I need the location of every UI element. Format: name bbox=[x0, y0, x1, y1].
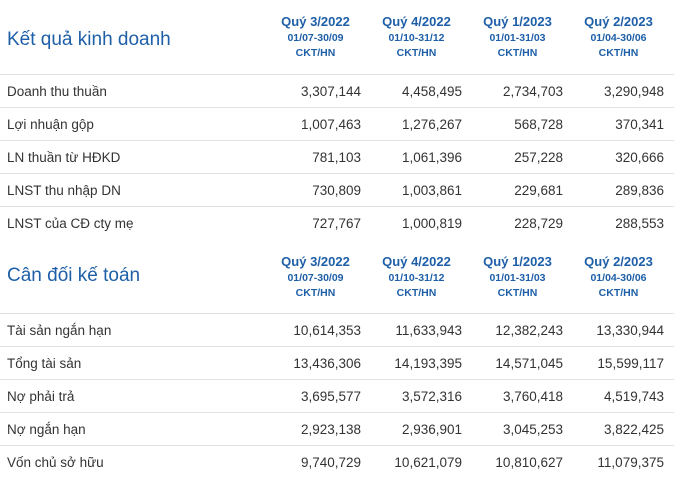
cell-value: 10,810,627 bbox=[495, 454, 563, 470]
cell-value: 3,822,425 bbox=[603, 421, 664, 437]
cell-value: 1,000,819 bbox=[401, 215, 462, 231]
table-row: LNST của CĐ cty mẹ 727,767 1,000,819 228… bbox=[0, 206, 674, 239]
column-dates: 01/04-30/06 bbox=[590, 272, 647, 284]
cell-value: 2,923,138 bbox=[300, 421, 361, 437]
business-results-title: Kết quả kinh doanh bbox=[7, 29, 171, 50]
cell-value: 12,382,243 bbox=[495, 322, 563, 338]
row-label: Lợi nhuận gộp bbox=[7, 116, 94, 132]
cell-value: 14,193,395 bbox=[394, 355, 462, 371]
cell-value: 13,436,306 bbox=[293, 355, 361, 371]
cell-value: 4,458,495 bbox=[401, 83, 462, 99]
business-results-section: Kết quả kinh doanh Quý 3/2022 01/07-30/0… bbox=[0, 0, 674, 239]
cell-value: 2,936,901 bbox=[401, 421, 462, 437]
column-quarter: Quý 3/2022 bbox=[281, 254, 350, 269]
column-quarter: Quý 1/2023 bbox=[483, 14, 552, 29]
column-quarter: Quý 2/2023 bbox=[584, 14, 653, 29]
table-row: Vốn chủ sở hữu 9,740,729 10,621,079 10,8… bbox=[0, 445, 674, 478]
column-dates: 01/01-31/03 bbox=[489, 272, 546, 284]
balance-sheet-section: Cân đối kế toán Quý 3/2022 01/07-30/09 C… bbox=[0, 239, 674, 478]
cell-value: 10,614,353 bbox=[293, 322, 361, 338]
row-label: Tổng tài sản bbox=[7, 355, 82, 371]
cell-value: 568,728 bbox=[514, 116, 563, 132]
cell-value: 3,572,316 bbox=[401, 388, 462, 404]
table-row: Tài sản ngắn hạn 10,614,353 11,633,943 1… bbox=[0, 313, 674, 346]
cell-value: 2,734,703 bbox=[502, 83, 563, 99]
cell-value: 4,519,743 bbox=[603, 388, 664, 404]
table-row: LN thuần từ HĐKD 781,103 1,061,396 257,2… bbox=[0, 140, 674, 173]
cell-value: 11,079,375 bbox=[597, 454, 664, 470]
balance-sheet-title: Cân đối kế toán bbox=[7, 265, 141, 286]
column-exchange: CKT/HN bbox=[396, 47, 437, 59]
cell-value: 1,061,396 bbox=[401, 149, 462, 165]
cell-value: 320,666 bbox=[615, 149, 664, 165]
table-row: LNST thu nhập DN 730,809 1,003,861 229,6… bbox=[0, 173, 674, 206]
cell-value: 13,330,944 bbox=[596, 322, 664, 338]
row-label: Nợ phải trả bbox=[7, 388, 75, 404]
column-quarter: Quý 4/2022 bbox=[382, 14, 451, 29]
column-dates: 01/01-31/03 bbox=[489, 32, 546, 44]
column-header-q4-2022[interactable]: Quý 4/2022 01/10-31/12 CKT/HN bbox=[366, 0, 467, 61]
table-row: Nợ ngắn hạn 2,923,138 2,936,901 3,045,25… bbox=[0, 412, 674, 445]
cell-value: 289,836 bbox=[615, 182, 664, 198]
table-row: Tổng tài sản 13,436,306 14,193,395 14,57… bbox=[0, 346, 674, 379]
column-header-q4-2022[interactable]: Quý 4/2022 01/10-31/12 CKT/HN bbox=[366, 239, 467, 301]
row-label: Doanh thu thuần bbox=[7, 83, 107, 99]
cell-value: 3,307,144 bbox=[300, 83, 361, 99]
cell-value: 288,553 bbox=[615, 215, 664, 231]
column-quarter: Quý 4/2022 bbox=[382, 254, 451, 269]
business-results-header: Kết quả kinh doanh Quý 3/2022 01/07-30/0… bbox=[0, 0, 674, 74]
column-header-q1-2023[interactable]: Quý 1/2023 01/01-31/03 CKT/HN bbox=[467, 0, 568, 61]
cell-value: 370,341 bbox=[615, 116, 664, 132]
cell-value: 730,809 bbox=[312, 182, 361, 198]
cell-value: 727,767 bbox=[312, 215, 361, 231]
row-label: LNST thu nhập DN bbox=[7, 182, 121, 198]
cell-value: 14,571,045 bbox=[495, 355, 563, 371]
row-label: LN thuần từ HĐKD bbox=[7, 149, 121, 165]
column-quarter: Quý 1/2023 bbox=[483, 254, 552, 269]
column-exchange: CKT/HN bbox=[598, 47, 639, 59]
cell-value: 10,621,079 bbox=[394, 454, 462, 470]
cell-value: 15,599,117 bbox=[597, 355, 664, 371]
column-dates: 01/04-30/06 bbox=[590, 32, 647, 44]
row-label: Nợ ngắn hạn bbox=[7, 421, 86, 437]
column-header-q3-2022[interactable]: Quý 3/2022 01/07-30/09 CKT/HN bbox=[265, 0, 366, 61]
column-exchange: CKT/HN bbox=[295, 287, 336, 299]
cell-value: 9,740,729 bbox=[300, 454, 361, 470]
cell-value: 3,695,577 bbox=[300, 388, 361, 404]
table-row: Nợ phải trả 3,695,577 3,572,316 3,760,41… bbox=[0, 379, 674, 412]
table-row: Lợi nhuận gộp 1,007,463 1,276,267 568,72… bbox=[0, 107, 674, 140]
column-header-q1-2023[interactable]: Quý 1/2023 01/01-31/03 CKT/HN bbox=[467, 239, 568, 301]
cell-value: 229,681 bbox=[514, 182, 563, 198]
cell-value: 3,760,418 bbox=[502, 388, 563, 404]
cell-value: 1,007,463 bbox=[300, 116, 361, 132]
cell-value: 1,276,267 bbox=[401, 116, 462, 132]
row-label: Tài sản ngắn hạn bbox=[7, 322, 112, 338]
cell-value: 228,729 bbox=[514, 215, 563, 231]
column-dates: 01/07-30/09 bbox=[287, 272, 344, 284]
table-row: Doanh thu thuần 3,307,144 4,458,495 2,73… bbox=[0, 74, 674, 107]
column-header-q2-2023[interactable]: Quý 2/2023 01/04-30/06 CKT/HN bbox=[568, 239, 669, 301]
column-dates: 01/10-31/12 bbox=[388, 32, 445, 44]
row-label: Vốn chủ sở hữu bbox=[7, 454, 104, 470]
cell-value: 781,103 bbox=[312, 149, 361, 165]
column-exchange: CKT/HN bbox=[295, 47, 336, 59]
column-header-q2-2023[interactable]: Quý 2/2023 01/04-30/06 CKT/HN bbox=[568, 0, 669, 61]
column-exchange: CKT/HN bbox=[396, 287, 437, 299]
column-exchange: CKT/HN bbox=[598, 287, 639, 299]
row-label: LNST của CĐ cty mẹ bbox=[7, 215, 134, 231]
column-header-q3-2022[interactable]: Quý 3/2022 01/07-30/09 CKT/HN bbox=[265, 239, 366, 301]
column-quarter: Quý 2/2023 bbox=[584, 254, 653, 269]
column-exchange: CKT/HN bbox=[497, 287, 538, 299]
column-dates: 01/10-31/12 bbox=[388, 272, 445, 284]
column-quarter: Quý 3/2022 bbox=[281, 14, 350, 29]
cell-value: 1,003,861 bbox=[401, 182, 462, 198]
cell-value: 3,290,948 bbox=[603, 83, 664, 99]
cell-value: 3,045,253 bbox=[502, 421, 563, 437]
cell-value: 257,228 bbox=[514, 149, 563, 165]
cell-value: 11,633,943 bbox=[395, 322, 462, 338]
column-dates: 01/07-30/09 bbox=[287, 32, 344, 44]
column-exchange: CKT/HN bbox=[497, 47, 538, 59]
balance-sheet-header: Cân đối kế toán Quý 3/2022 01/07-30/09 C… bbox=[0, 239, 674, 313]
